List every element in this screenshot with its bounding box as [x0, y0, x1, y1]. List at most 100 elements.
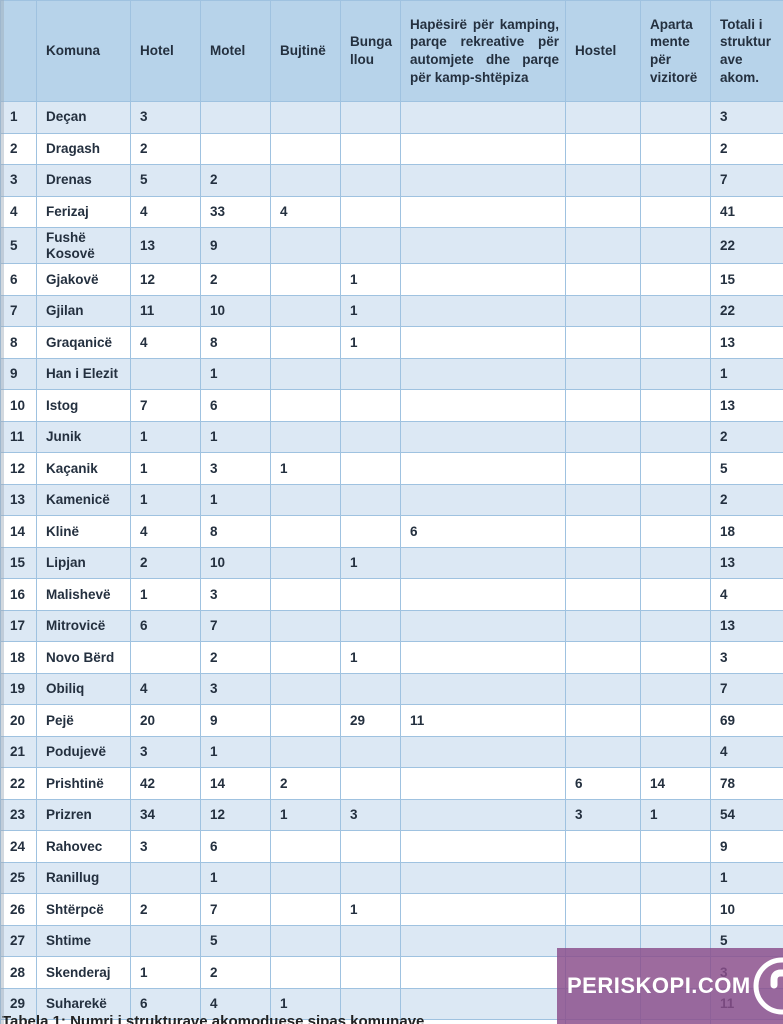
table-row: 23 Prizren 34 12 1 3 3 1 54 — [0, 798, 783, 832]
cell-apartamente — [640, 861, 711, 895]
cell-komuna: Mitrovicë — [36, 609, 131, 643]
col-header-komuna: Komuna — [36, 0, 131, 102]
cell-bujtine — [270, 132, 341, 165]
cell-bujtine — [270, 226, 341, 265]
cell-total: 7 — [710, 164, 783, 197]
cell-bujtine — [270, 609, 341, 643]
cell-kamping — [400, 987, 566, 1021]
cell-nr: 14 — [0, 515, 37, 548]
cell-kamping — [400, 389, 566, 422]
cell-hotel: 3 — [130, 830, 201, 863]
cell-komuna: Klinë — [36, 515, 131, 548]
cell-motel — [200, 132, 271, 165]
col-header-kamping: Hapësirë për kamping, parqe rekreative p… — [400, 0, 566, 102]
cell-nr: 5 — [0, 226, 37, 265]
cell-hotel: 12 — [130, 263, 201, 296]
cell-hostel — [565, 452, 641, 485]
cell-bujtine — [270, 101, 341, 134]
cell-kamping — [400, 546, 566, 580]
cell-apartamente — [640, 357, 711, 391]
cell-bujtine — [270, 956, 341, 989]
col-header-total: Totali i strukturave akom. — [710, 0, 783, 102]
cell-motel: 3 — [200, 452, 271, 485]
cell-total: 2 — [710, 132, 783, 165]
cell-komuna: Suharekë — [36, 987, 131, 1021]
cell-hotel: 34 — [130, 798, 201, 832]
cell-bungallou — [340, 767, 401, 800]
cell-hotel: 4 — [130, 195, 201, 228]
col-header-bujtine: Bujtinë — [270, 0, 341, 102]
cell-motel: 10 — [200, 546, 271, 580]
cell-bujtine — [270, 704, 341, 737]
cell-nr: 21 — [0, 735, 37, 769]
cell-kamping — [400, 861, 566, 895]
cell-hostel — [565, 420, 641, 454]
cell-komuna: Gjilan — [36, 294, 131, 328]
cell-hotel: 4 — [130, 326, 201, 359]
cell-bungallou — [340, 924, 401, 958]
table-row: 12 Kaçanik 1 3 1 5 — [0, 452, 783, 485]
cell-bungallou — [340, 735, 401, 769]
table-row: 21 Podujevë 3 1 4 — [0, 735, 783, 769]
cell-komuna: Obiliq — [36, 672, 131, 706]
cell-nr: 8 — [0, 326, 37, 359]
cell-apartamente — [640, 735, 711, 769]
cell-nr: 20 — [0, 704, 37, 737]
cell-bujtine: 1 — [270, 452, 341, 485]
cell-total: 13 — [710, 609, 783, 643]
cell-bungallou — [340, 578, 401, 611]
cell-bujtine: 4 — [270, 195, 341, 228]
cell-motel — [200, 101, 271, 134]
cell-bujtine — [270, 578, 341, 611]
cell-nr: 13 — [0, 483, 37, 517]
cell-nr: 7 — [0, 294, 37, 328]
table-row: 27 Shtime 5 5 — [0, 924, 783, 958]
cell-kamping — [400, 578, 566, 611]
col-header-nr — [0, 0, 37, 102]
cell-kamping — [400, 132, 566, 165]
cell-total: 9 — [710, 830, 783, 863]
cell-motel: 1 — [200, 483, 271, 517]
cell-bujtine — [270, 830, 341, 863]
cell-bungallou — [340, 132, 401, 165]
cell-motel: 2 — [200, 956, 271, 989]
cell-motel: 1 — [200, 861, 271, 895]
cell-hotel: 20 — [130, 704, 201, 737]
cell-bungallou — [340, 861, 401, 895]
cell-apartamente — [640, 483, 711, 517]
cell-apartamente — [640, 641, 711, 674]
cell-bujtine — [270, 357, 341, 391]
cell-nr: 16 — [0, 578, 37, 611]
cell-bujtine — [270, 164, 341, 197]
col-header-apartamente: Apartamente për vizitorë — [640, 0, 711, 102]
cell-apartamente — [640, 132, 711, 165]
cell-kamping — [400, 226, 566, 265]
cell-komuna: Istog — [36, 389, 131, 422]
cell-hotel: 3 — [130, 101, 201, 134]
cell-nr: 6 — [0, 263, 37, 296]
cell-total: 5 — [710, 452, 783, 485]
cell-kamping — [400, 798, 566, 832]
cell-apartamente: 1 — [640, 798, 711, 832]
cell-bujtine — [270, 893, 341, 926]
table-row: 5 Fushë Kosovë 13 9 22 — [0, 226, 783, 265]
cell-motel: 8 — [200, 515, 271, 548]
cell-total: 4 — [710, 578, 783, 611]
cell-kamping — [400, 893, 566, 926]
cell-motel: 1 — [200, 420, 271, 454]
cell-total: 2 — [710, 483, 783, 517]
cell-hostel — [565, 263, 641, 296]
cell-komuna: Fushë Kosovë — [36, 226, 131, 265]
cell-bujtine — [270, 861, 341, 895]
cell-bungallou — [340, 672, 401, 706]
cell-kamping — [400, 641, 566, 674]
cell-motel: 5 — [200, 924, 271, 958]
table-row: 9 Han i Elezit 1 1 — [0, 357, 783, 391]
cell-hostel — [565, 515, 641, 548]
cell-total: 69 — [710, 704, 783, 737]
cell-nr: 19 — [0, 672, 37, 706]
cell-motel: 1 — [200, 357, 271, 391]
cell-bujtine — [270, 294, 341, 328]
cell-apartamente — [640, 515, 711, 548]
